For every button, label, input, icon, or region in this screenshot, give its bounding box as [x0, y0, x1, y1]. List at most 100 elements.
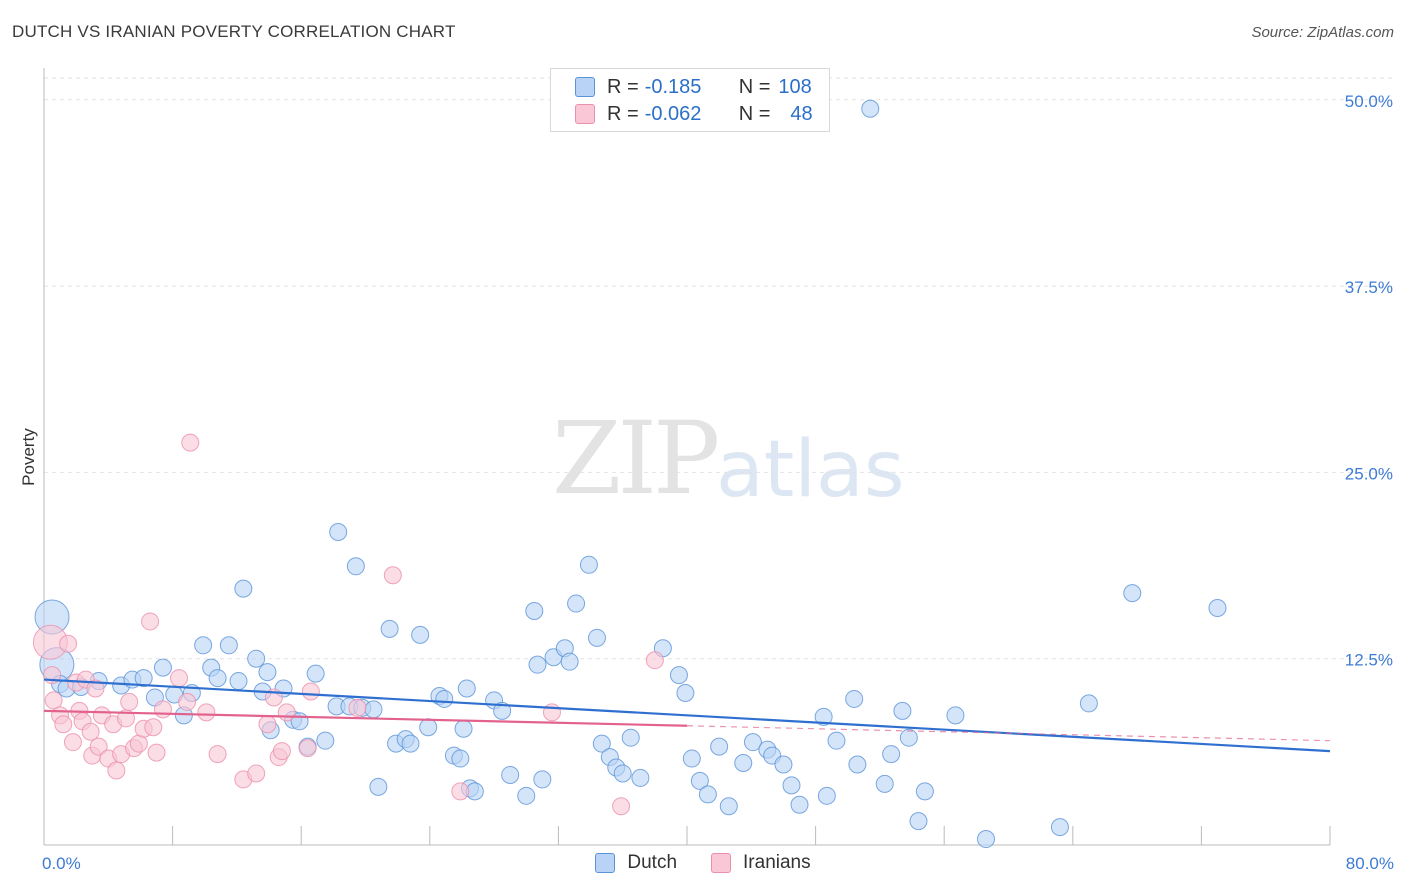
dutch-point [369, 777, 388, 796]
watermark-zip: ZIP [552, 400, 720, 517]
dutch-point [346, 557, 365, 576]
r-label: R = [607, 75, 639, 98]
n-label: N = [738, 102, 771, 125]
iranian-point [153, 700, 172, 719]
dutch-point [419, 718, 438, 737]
source-label: Source: ZipAtlas.com [1251, 24, 1394, 41]
iranian-point [451, 782, 470, 801]
dutch-trend-line [43, 678, 1331, 753]
iranian-point [247, 764, 266, 783]
chart-title: DUTCH VS IRANIAN POVERTY CORRELATION CHA… [12, 22, 456, 41]
iranian-point [107, 761, 126, 780]
dutch-point [306, 664, 325, 683]
dutch-point [380, 619, 399, 638]
iranian-point [208, 745, 227, 764]
correlation-legend: R = -0.185 N = 108 R = -0.062 N = 48 [550, 68, 830, 132]
legend-item-dutch[interactable]: Dutch [595, 852, 677, 874]
dutch-point [1123, 584, 1142, 603]
iranian-point [147, 743, 166, 762]
dutch-point [501, 765, 520, 784]
iranian-point [272, 742, 291, 761]
dutch-point [567, 594, 586, 613]
legend-row-iranians: R = -0.062 N = 48 [575, 102, 813, 126]
dutch-point [525, 602, 544, 621]
dutch-point [1208, 599, 1227, 618]
iranian-point [612, 797, 631, 816]
iranian-trend-extension [686, 725, 1331, 742]
iranians-swatch [711, 853, 732, 873]
dutch-point [719, 797, 738, 816]
dutch-point [827, 731, 846, 750]
dutch-point [882, 745, 901, 764]
dutch-point [493, 701, 512, 720]
iranian-point [63, 733, 82, 752]
dutch-swatch [575, 77, 595, 97]
dutch-point [316, 731, 335, 750]
dutch-point [454, 719, 473, 738]
dutch-point [817, 786, 836, 805]
dutch-point [401, 734, 420, 753]
iranian-trend-line [43, 709, 688, 727]
iranian-point [44, 691, 63, 710]
iranian-point [54, 715, 73, 734]
iranian-point [129, 734, 148, 753]
legend-label-iranians: Iranians [743, 852, 811, 873]
dutch-point [621, 728, 640, 747]
dutch-point [682, 749, 701, 768]
watermark-atlas: atlas [716, 425, 905, 515]
dutch-point [194, 636, 213, 655]
iranian-point [348, 698, 367, 717]
iranian-point [298, 739, 317, 758]
iranian-point [301, 682, 320, 701]
dutch-point [457, 679, 476, 698]
iranian-point [86, 679, 105, 698]
dutch-point [814, 707, 833, 726]
dutch-point [517, 786, 536, 805]
dutch-point [134, 669, 153, 688]
iranians-swatch [575, 104, 595, 124]
iranian-point [141, 612, 160, 631]
dutch-point [411, 625, 430, 644]
iranian-point [645, 651, 664, 670]
n-label: N = [738, 75, 771, 98]
dutch-point [208, 669, 227, 688]
iranian-point [197, 703, 216, 722]
iranian-point [178, 692, 197, 711]
dutch-point [710, 737, 729, 756]
dutch-point [451, 749, 470, 768]
iranian-point [181, 433, 200, 452]
y-tick-label: 50.0% [1345, 92, 1393, 111]
iranian-point [89, 737, 108, 756]
legend-item-iranians[interactable]: Iranians [711, 852, 811, 874]
dutch-point [560, 652, 579, 671]
dutch-point [1079, 694, 1098, 713]
r-value: -0.062 [644, 102, 702, 125]
x-tick-label: 0.0% [42, 854, 81, 873]
y-tick-label: 37.5% [1345, 278, 1393, 297]
legend-label-dutch: Dutch [627, 852, 678, 873]
dutch-point [234, 579, 253, 598]
dutch-point [153, 658, 172, 677]
dutch-point [613, 764, 632, 783]
r-label: R = [607, 102, 639, 125]
dutch-point [899, 728, 918, 747]
dutch-point [698, 785, 717, 804]
iranian-point [170, 669, 189, 688]
dutch-point [875, 774, 894, 793]
iranian-point [277, 703, 296, 722]
dutch-point [893, 701, 912, 720]
dutch-point [435, 689, 454, 708]
dutch-point [676, 683, 695, 702]
dutch-point [631, 768, 650, 787]
iranian-point [59, 634, 78, 653]
dutch-point [258, 663, 277, 682]
dutch-point [219, 636, 238, 655]
dutch-point [909, 812, 928, 831]
dutch-point [845, 689, 864, 708]
dutch-swatch [595, 853, 616, 873]
y-tick-label: 25.0% [1345, 464, 1393, 483]
y-axis-label: Poverty [19, 428, 38, 486]
iranian-point [144, 718, 163, 737]
dutch-point [743, 733, 762, 752]
